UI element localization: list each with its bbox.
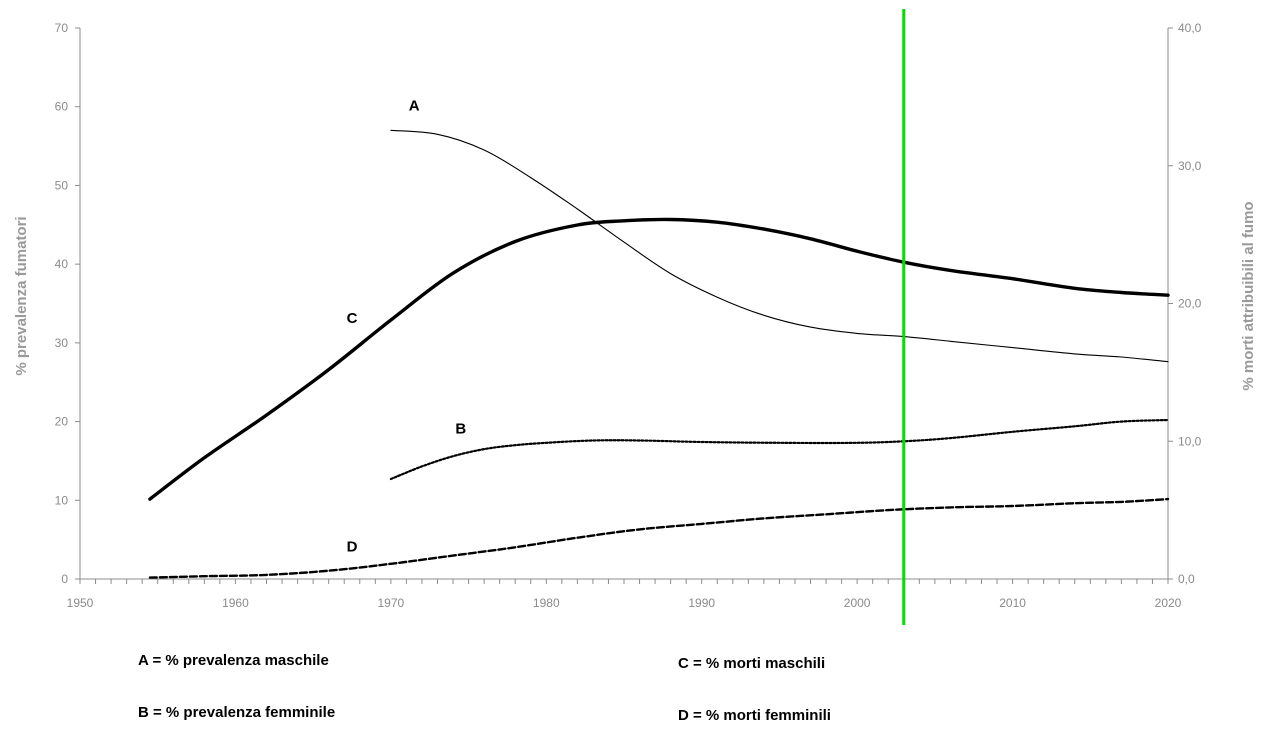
y-left-tick-label: 50 (55, 178, 69, 192)
curve-label-d: D (347, 538, 358, 555)
x-tick-label: 2020 (1155, 596, 1182, 610)
legend-item-c: C = % morti maschili (678, 655, 826, 672)
y-right-axis-title: % morti attribuibili al fumo (1240, 201, 1257, 390)
y-right-tick-label: 10,0 (1178, 434, 1202, 448)
legend-item-a: A = % prevalenza maschile (138, 652, 329, 669)
curve-label-c: C (347, 310, 358, 327)
x-tick-label: 1970 (378, 596, 405, 610)
y-right-tick-label: 40,0 (1178, 21, 1202, 35)
x-tick-label: 1980 (533, 596, 560, 610)
curve-label-b: B (455, 420, 466, 437)
x-tick-label: 1990 (688, 596, 715, 610)
curve-label-a: A (409, 98, 420, 115)
series-line-c (148, 217, 1170, 501)
y-left-axis-title: % prevalenza fumatori (13, 216, 30, 375)
y-left-tick-label: 40 (55, 257, 69, 271)
y-left-tick-label: 0 (61, 572, 68, 586)
y-right-tick-label: 20,0 (1178, 297, 1202, 311)
y-left-tick-label: 10 (55, 493, 69, 507)
curve-labels: A B C D (347, 98, 467, 556)
y-left-tick-label: 60 (55, 100, 69, 114)
series-line-a (390, 129, 1169, 363)
legend-item-d: D = % morti femminili (678, 707, 831, 724)
y-left-tick-label: 20 (55, 415, 69, 429)
x-tick-label: 1960 (222, 596, 249, 610)
x-tick-label: 2010 (999, 596, 1026, 610)
axes: 0 10 20 30 40 50 60 70 0,0 10,0 20,0 30,0 40,0 1950 19… (55, 21, 1202, 610)
legend-item-b: B = % prevalenza femminile (138, 704, 336, 721)
x-tick-label: 1950 (67, 596, 94, 610)
series-line-b (389, 418, 1170, 481)
x-tick-label: 2000 (844, 596, 871, 610)
y-right-tick-label: 30,0 (1178, 159, 1202, 173)
y-right-tick-label: 0,0 (1178, 572, 1195, 586)
series-layer (148, 9, 1170, 625)
y-left-tick-label: 70 (55, 21, 69, 35)
y-left-tick-label: 30 (55, 336, 69, 350)
series-line-d (148, 497, 1170, 579)
